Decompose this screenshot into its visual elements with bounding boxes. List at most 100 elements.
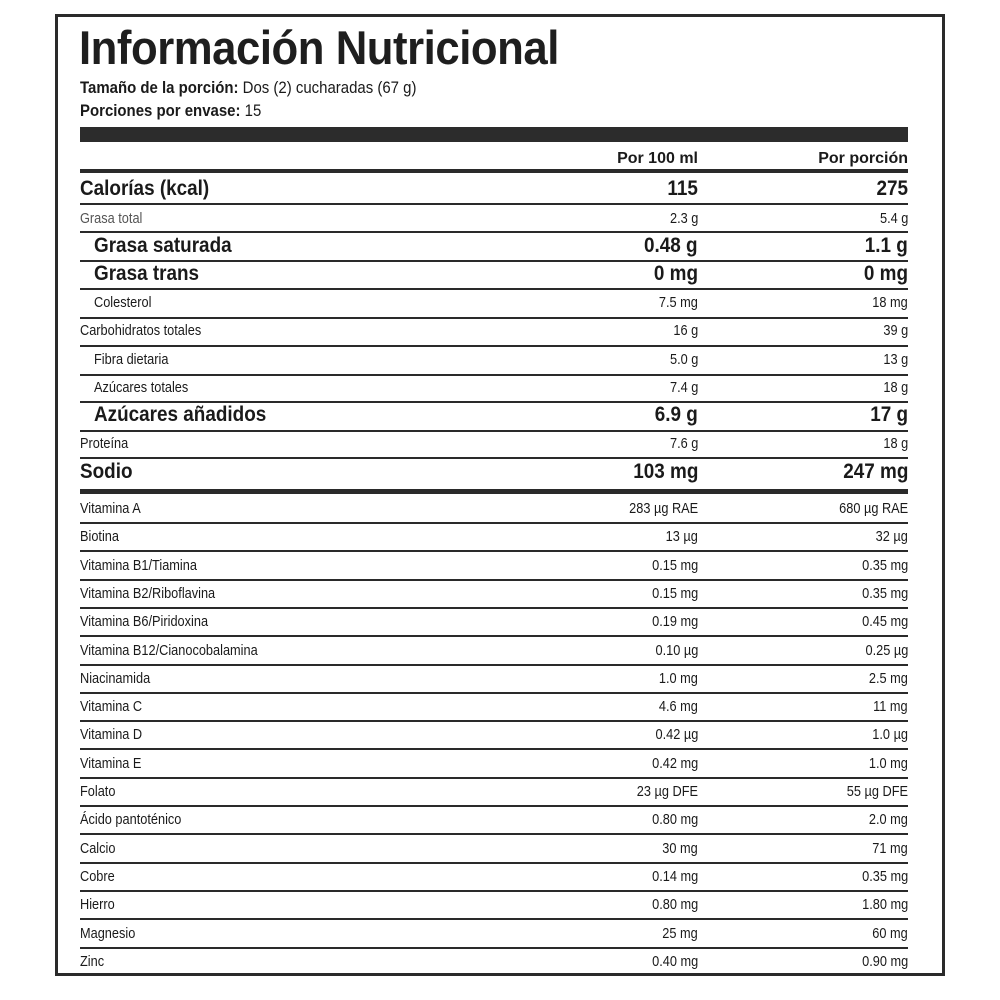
row-divider: [80, 203, 908, 205]
nutrient-per-serving: 18 g: [883, 379, 908, 396]
micronutrient-per-100: 0.19 mg: [651, 613, 698, 631]
row-divider: [80, 635, 908, 638]
nutrient-per-100: 0 mg: [653, 262, 698, 285]
micronutrient-label: Vitamina D: [80, 726, 143, 744]
micronutrient-row: Hierro 0.80 mg 1.80 mg: [80, 894, 908, 916]
nutrient-per-serving: 0 mg: [863, 262, 908, 285]
micronutrient-label: Calcio: [80, 839, 116, 857]
nutrient-label: Azúcares añadidos: [94, 403, 267, 426]
micronutrient-label: Vitamina B12/Cianocobalamina: [80, 641, 258, 659]
nutrient-per-100: 6.9 g: [654, 403, 698, 426]
micronutrient-row: Vitamina B6/Piridoxina 0.19 mg 0.45 mg: [80, 611, 908, 633]
nutrient-per-serving: 247 mg: [842, 460, 908, 483]
micronutrient-per-100: 0.42 µg: [655, 726, 698, 744]
row-divider: [80, 374, 908, 376]
nutrient-per-serving: 13 g: [883, 351, 908, 368]
serving-size-label: Tamaño de la porción:: [80, 78, 239, 97]
row-divider: [80, 691, 908, 694]
micronutrient-label: Folato: [80, 783, 116, 800]
label-frame: [55, 14, 945, 976]
micronutrient-row: Vitamina A 283 µg RAE 680 µg RAE: [80, 498, 908, 520]
micronutrient-label: Cobre: [80, 867, 115, 885]
nutrient-per-serving: 5.4 g: [879, 210, 908, 227]
nutrient-per-100: 7.4 g: [669, 379, 698, 396]
nutrient-row-protein: Proteína 7.6 g 18 g: [80, 433, 908, 455]
row-divider: [80, 833, 908, 836]
micronutrient-label: Vitamina C: [80, 698, 143, 716]
nutrient-per-100: 103 mg: [632, 460, 698, 483]
micronutrient-row: Vitamina C 4.6 mg 11 mg: [80, 696, 908, 718]
micronutrient-row: Vitamina B1/Tiamina 0.15 mg 0.35 mg: [80, 555, 908, 577]
nutrient-label: Sodio: [80, 460, 133, 483]
nutrient-per-100: 5.0 g: [669, 351, 698, 368]
micronutrient-label: Hierro: [80, 896, 115, 914]
micronutrient-per-100: 0.10 µg: [655, 641, 698, 659]
row-divider: [80, 578, 908, 581]
row-divider: [80, 946, 908, 949]
micronutrient-row: Vitamina B12/Cianocobalamina 0.10 µg 0.25 …: [80, 640, 908, 662]
micronutrient-per-serving: 0.25 µg: [865, 641, 908, 659]
micronutrient-row: Vitamina D 0.42 µg 1.0 µg: [80, 724, 908, 746]
micronutrient-label: Vitamina E: [80, 754, 142, 772]
nutrient-label: Grasa saturada: [94, 234, 232, 257]
nutrient-label: Calorías (kcal): [80, 177, 210, 200]
nutrient-row-fiber: Fibra dietaria 5.0 g 13 g: [80, 349, 908, 371]
row-divider: [80, 231, 908, 233]
micronutrient-row: Ácido pantoténico 0.80 mg 2.0 mg: [80, 809, 908, 831]
row-divider: [80, 345, 908, 347]
micronutrient-row: Zinc 0.40 mg 0.90 mg: [80, 951, 908, 973]
micronutrient-per-100: 0.14 mg: [651, 867, 698, 885]
micronutrient-per-serving: 1.80 mg: [861, 896, 908, 914]
micronutrient-per-serving: 2.5 mg: [869, 669, 908, 687]
nutrient-per-serving: 17 g: [870, 403, 908, 426]
row-divider: [80, 918, 908, 921]
micronutrient-per-100: 0.15 mg: [651, 584, 698, 602]
nutrient-row-calories: Calorías (kcal) 115 275: [80, 176, 908, 202]
row-divider: [80, 889, 908, 892]
row-divider: [80, 288, 908, 290]
micronutrient-label: Biotina: [80, 528, 119, 546]
nutrient-row-trans-fat: Grasa trans 0 mg 0 mg: [80, 261, 908, 287]
micronutrient-per-100: 283 µg RAE: [628, 500, 698, 517]
micronutrient-per-100: 0.42 mg: [651, 754, 698, 772]
micronutrient-per-serving: 2.0 mg: [869, 811, 908, 829]
row-divider: [80, 748, 908, 751]
nutrient-per-100: 16 g: [673, 322, 698, 339]
nutrient-row-saturated-fat: Grasa saturada 0.48 g 1.1 g: [80, 233, 908, 259]
nutrient-row-added-sugars: Azúcares añadidos 6.9 g 17 g: [80, 402, 908, 428]
row-divider: [80, 260, 908, 262]
micronutrient-per-100: 0.80 mg: [651, 811, 698, 829]
micronutrient-row: Cobre 0.14 mg 0.35 mg: [80, 866, 908, 888]
nutrient-row-total-fat: Grasa total 2.3 g 5.4 g: [80, 208, 908, 230]
serving-size-value: Dos (2) cucharadas (67 g): [242, 78, 417, 97]
micronutrient-row: Folato 23 µg DFE 55 µg DFE: [80, 781, 908, 803]
nutrient-per-100: 7.6 g: [669, 435, 698, 452]
nutrient-per-100: 0.48 g: [644, 234, 698, 257]
header-divider-bar: [80, 127, 908, 142]
row-divider: [80, 457, 908, 459]
micronutrient-label: Vitamina B1/Tiamina: [80, 556, 197, 574]
micronutrient-label: Zinc: [80, 952, 105, 970]
row-divider: [80, 805, 908, 807]
thick-divider: [80, 169, 908, 173]
nutrient-per-serving: 18 g: [883, 435, 908, 452]
nutrient-label: Proteína: [80, 435, 129, 452]
nutrient-per-100: 115: [667, 177, 698, 200]
micronutrient-per-100: 4.6 mg: [659, 698, 698, 716]
micronutrient-per-100: 1.0 mg: [659, 669, 698, 687]
micronutrient-per-100: 0.40 mg: [651, 952, 698, 970]
micronutrient-per-100: 23 µg DFE: [636, 783, 698, 800]
thick-divider: [80, 489, 908, 494]
micronutrient-per-100: 0.15 mg: [651, 556, 698, 574]
row-divider: [80, 776, 908, 779]
micronutrient-per-100: 25 mg: [662, 924, 698, 942]
micronutrient-label: Vitamina A: [80, 500, 141, 517]
micronutrient-per-serving: 0.45 mg: [861, 613, 908, 631]
nutrient-label: Fibra dietaria: [94, 351, 169, 368]
servings-per-container-value: 15: [244, 101, 262, 120]
micronutrient-label: Magnesio: [80, 924, 136, 942]
nutrient-per-serving: 1.1 g: [864, 234, 908, 257]
micronutrient-label: Ácido pantoténico: [80, 811, 182, 829]
micronutrient-per-serving: 60 mg: [872, 924, 908, 942]
nutrient-row-total-sugars: Azúcares totales 7.4 g 18 g: [80, 377, 908, 399]
